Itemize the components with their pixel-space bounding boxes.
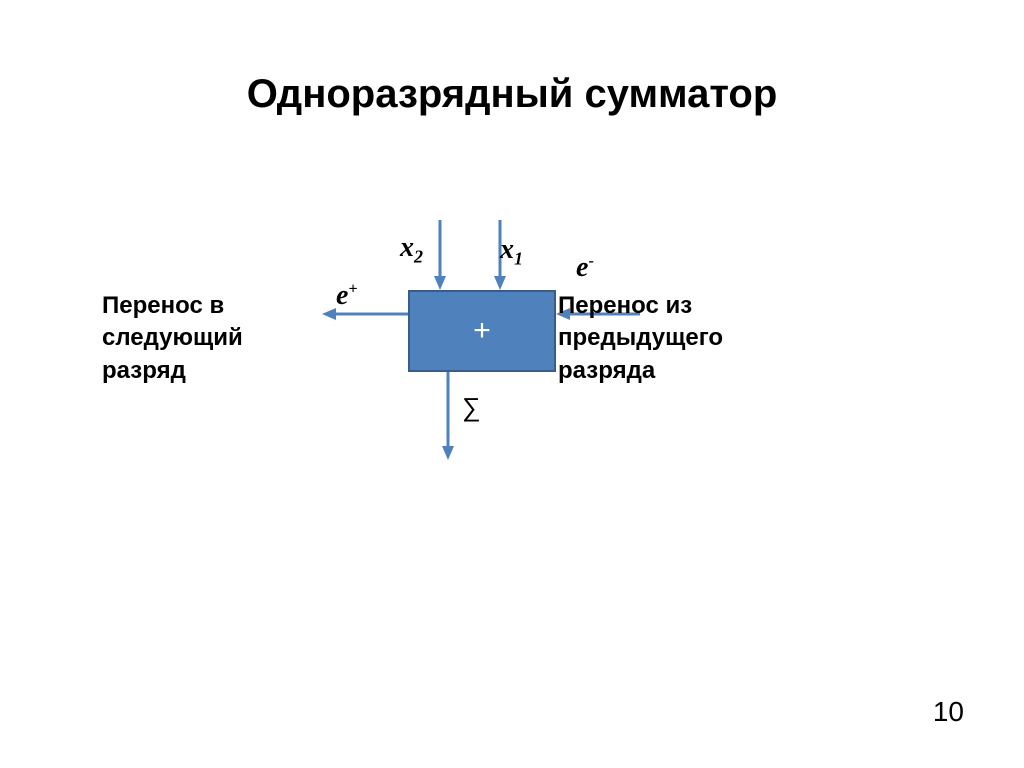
adder-diagram: + x2 x1 e- e+ ∑ Перенос в следующий разр…: [0, 0, 1024, 768]
label-sigma: ∑: [462, 392, 481, 423]
label-e-minus: e-: [576, 252, 594, 284]
label-x1: x1: [500, 234, 523, 270]
caption-carry-out: Перенос в следующий разряд: [102, 290, 243, 387]
caption-carry-in: Перенос из предыдущего разряда: [558, 290, 723, 387]
label-x2: x2: [400, 232, 423, 268]
label-e-plus: e+: [336, 280, 358, 312]
